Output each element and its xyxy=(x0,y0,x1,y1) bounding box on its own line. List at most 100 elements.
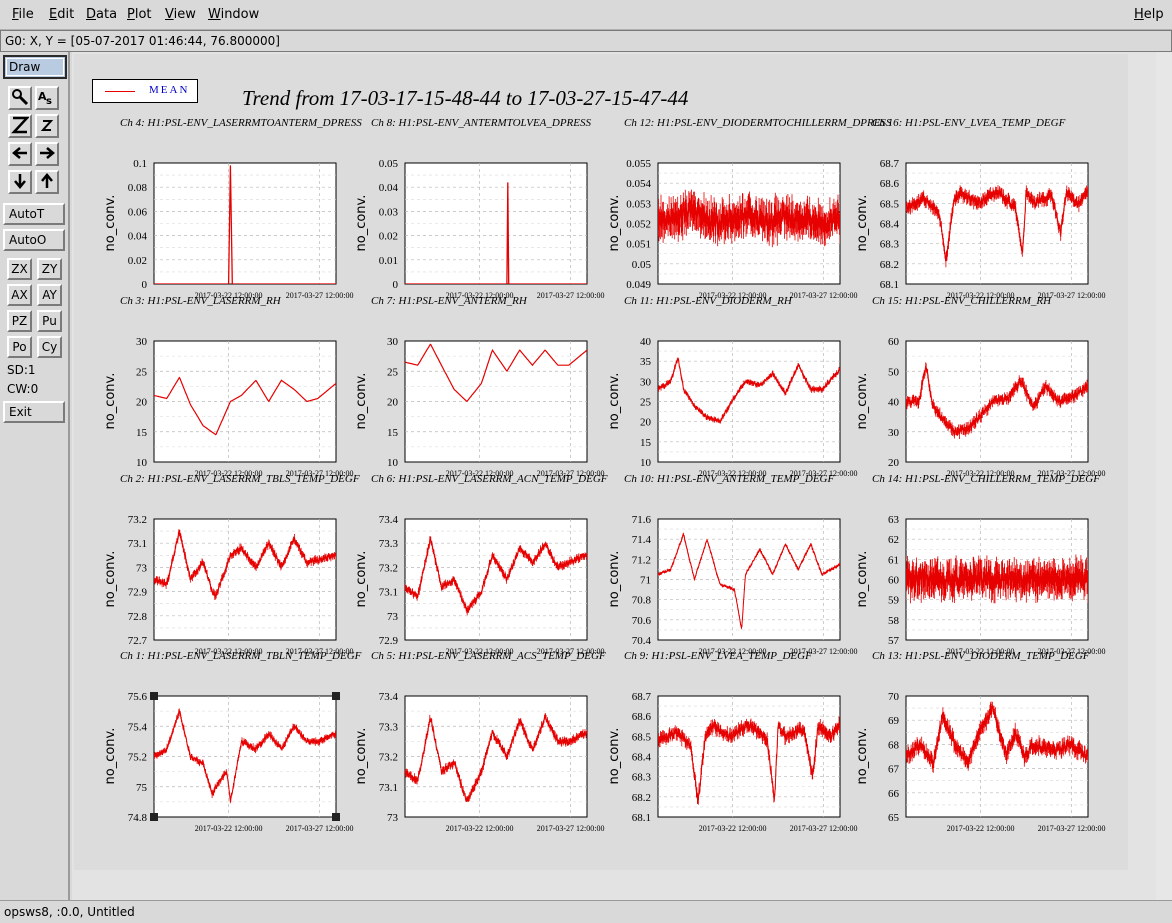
y-tick-label: 74.8 xyxy=(128,812,148,824)
chart-title: Ch 7: H1:PSL-ENV_ANTERM_RH xyxy=(371,295,528,307)
y-tick-label: 71.6 xyxy=(632,514,652,526)
series-mean xyxy=(658,532,840,630)
draw-button[interactable]: Draw xyxy=(3,55,67,79)
chart-panel-13: Ch 1: H1:PSL-ENV_LASERRM_TBLN_TEMP_DEGF 7… xyxy=(103,650,362,833)
x-tick-label: 2017-03-22 12:00:00 xyxy=(947,824,1015,833)
x-tick-label: 2017-03-22 12:00:00 xyxy=(446,824,514,833)
cy-button[interactable]: Cy xyxy=(37,336,62,358)
y-tick-label: 10 xyxy=(387,457,399,469)
y-axis-label: no_conv. xyxy=(607,728,622,785)
ay-button[interactable]: AY xyxy=(37,284,62,306)
arrow-right-icon[interactable] xyxy=(35,142,59,166)
y-tick-label: 75.2 xyxy=(128,752,147,764)
x-tick-label: 2017-03-27 12:00:00 xyxy=(1038,824,1106,833)
chart-title: Ch 6: H1:PSL-ENV_LASERRM_ACN_TEMP_DEGF xyxy=(371,473,608,485)
po-button[interactable]: Po xyxy=(7,336,32,358)
y-tick-label: 57 xyxy=(888,635,900,647)
arrow-left-icon[interactable] xyxy=(8,142,32,166)
data-line xyxy=(658,532,840,630)
y-tick-label: 0.04 xyxy=(128,231,148,243)
legend-label: MEAN xyxy=(149,84,190,96)
y-axis-label: no_conv. xyxy=(103,728,118,785)
arrow-up-icon[interactable] xyxy=(35,170,59,194)
pointer-icon[interactable] xyxy=(8,86,32,110)
y-tick-label: 68.6 xyxy=(880,178,900,190)
x-tick-label: 2017-03-22 12:00:00 xyxy=(947,291,1015,300)
y-tick-label: 73.3 xyxy=(379,538,399,550)
y-tick-label: 70.6 xyxy=(632,615,652,627)
x-tick-label: 2017-03-22 12:00:00 xyxy=(699,469,767,478)
y-tick-label: 73 xyxy=(136,562,148,574)
x-tick-label: 2017-03-22 12:00:00 xyxy=(699,291,767,300)
ax-button[interactable]: AX xyxy=(7,284,32,306)
y-tick-label: 72.9 xyxy=(128,587,148,599)
menu-file[interactable]: File xyxy=(12,7,34,22)
pu-button[interactable]: Pu xyxy=(37,310,62,332)
y-tick-label: 0 xyxy=(142,279,148,291)
y-tick-label: 75.4 xyxy=(128,721,148,733)
menu-view[interactable]: View xyxy=(165,7,196,22)
zoom-small-icon[interactable] xyxy=(35,114,59,138)
y-tick-label: 0.051 xyxy=(626,239,651,251)
zy-button[interactable]: ZY xyxy=(37,258,62,280)
y-tick-label: 71.4 xyxy=(632,534,652,546)
y-tick-label: 0.054 xyxy=(626,178,651,190)
menu-help[interactable]: Help xyxy=(1134,7,1164,22)
y-tick-label: 0.052 xyxy=(626,219,651,231)
y-tick-label: 63 xyxy=(888,514,900,526)
data-line xyxy=(154,165,336,284)
x-tick-label: 2017-03-22 12:00:00 xyxy=(947,647,1015,656)
y-axis-label: no_conv. xyxy=(607,373,622,430)
series-mean xyxy=(658,189,840,248)
vertical-scrollbar[interactable] xyxy=(1156,52,1172,900)
x-tick-label: 2017-03-27 12:00:00 xyxy=(1038,647,1106,656)
y-tick-label: 59 xyxy=(888,595,900,607)
menu-plot[interactable]: Plot xyxy=(127,7,152,22)
chart-panel-16: Ch 13: H1:PSL-ENV_DIODERM_TEMP_DEGF 65 66 6… xyxy=(855,650,1106,833)
legend: MEAN xyxy=(92,79,198,103)
menu-edit[interactable]: Edit xyxy=(49,7,75,22)
exit-button[interactable]: Exit xyxy=(3,401,65,423)
y-tick-label: 66 xyxy=(888,788,900,800)
y-tick-label: 40 xyxy=(640,336,652,348)
y-tick-label: 0 xyxy=(393,279,399,291)
series-mean xyxy=(906,185,1088,268)
y-axis-label: no_conv. xyxy=(103,373,118,430)
chart-panel-5: Ch 3: H1:PSL-ENV_LASERRM_RH 10 15 20 25 30 201… xyxy=(103,295,354,478)
series-mean xyxy=(658,716,840,805)
y-tick-label: 73 xyxy=(387,611,399,623)
arrow-down-icon[interactable] xyxy=(8,170,32,194)
zx-button[interactable]: ZX xyxy=(7,258,32,280)
chart-title: Ch 11: H1:PSL-ENV_DIODERM_RH xyxy=(624,295,793,307)
zoom-large-icon[interactable] xyxy=(8,114,32,138)
svg-text:s: s xyxy=(46,96,52,106)
pz-button[interactable]: PZ xyxy=(7,310,32,332)
plot-area[interactable]: MEAN Trend from 17-03-17-15-48-44 to 17-… xyxy=(74,54,1128,870)
y-tick-label: 25 xyxy=(136,366,148,378)
x-tick-label: 2017-03-22 12:00:00 xyxy=(195,824,263,833)
y-tick-label: 73.2 xyxy=(128,514,147,526)
y-tick-label: 60 xyxy=(888,336,900,348)
y-tick-label: 40 xyxy=(888,397,900,409)
y-tick-label: 0.05 xyxy=(379,158,399,170)
chart-panel-6: Ch 7: H1:PSL-ENV_ANTERM_RH 10 15 20 25 30 2017… xyxy=(354,295,605,478)
autoo-button[interactable]: AutoO xyxy=(3,229,65,251)
selection-handle xyxy=(332,692,340,700)
x-tick-label: 2017-03-27 12:00:00 xyxy=(537,647,605,656)
y-tick-label: 35 xyxy=(640,356,652,368)
x-tick-label: 2017-03-27 12:00:00 xyxy=(790,469,858,478)
chart-title: Ch 14: H1:PSL-ENV_CHILLERRM_TEMP_DEGF xyxy=(872,473,1100,485)
y-tick-label: 68.7 xyxy=(880,158,900,170)
data-line xyxy=(154,530,336,598)
y-tick-label: 62 xyxy=(888,534,899,546)
menu-data[interactable]: Data xyxy=(86,7,118,22)
x-tick-label: 2017-03-27 12:00:00 xyxy=(790,647,858,656)
y-tick-label: 20 xyxy=(387,397,399,409)
menu-window[interactable]: Window xyxy=(208,7,260,22)
x-tick-label: 2017-03-27 12:00:00 xyxy=(537,824,605,833)
autot-button[interactable]: AutoT xyxy=(3,203,65,225)
data-line xyxy=(906,365,1088,436)
status-bar: opsws8, :0.0, Untitled xyxy=(0,900,1172,923)
y-tick-label: 73.2 xyxy=(379,562,398,574)
